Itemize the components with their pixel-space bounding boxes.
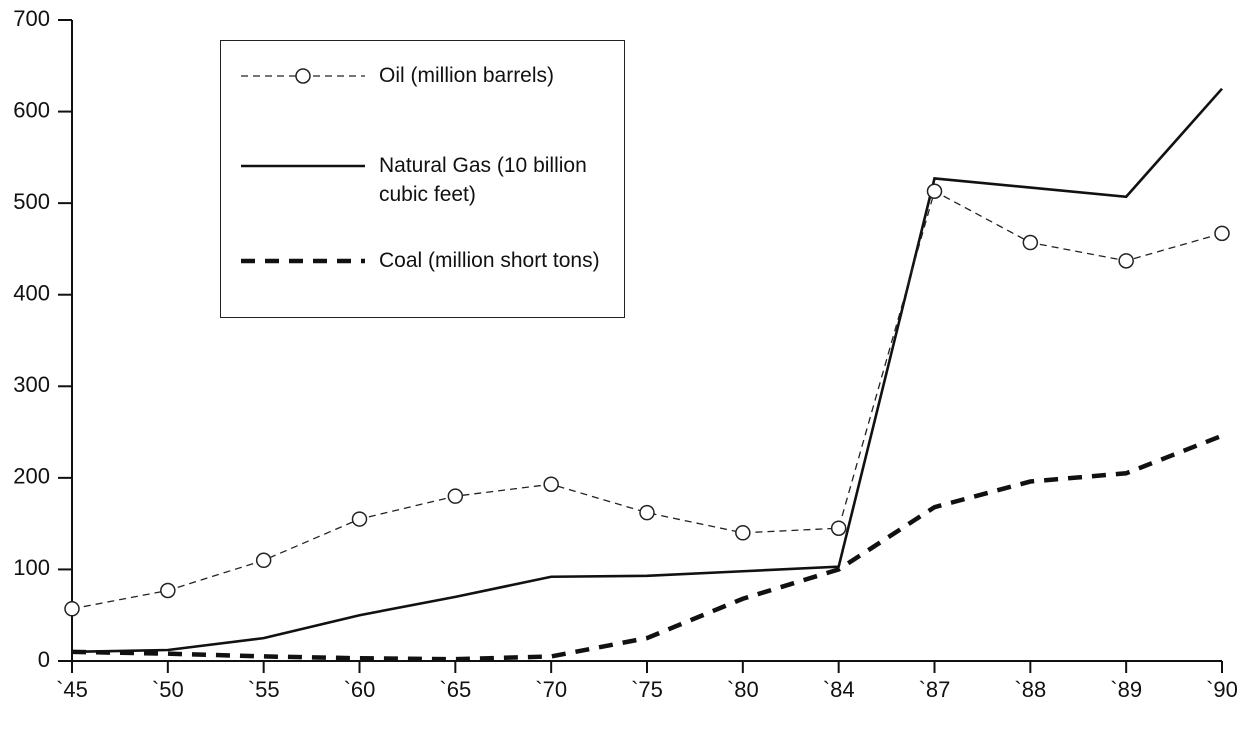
legend-label: Natural Gas (10 billion cubic feet) (379, 154, 587, 206)
y-tick-label: 200 (13, 464, 50, 489)
y-tick-label: 100 (13, 555, 50, 580)
x-tick-label: `65 (439, 677, 471, 702)
y-tick-label: 700 (13, 6, 50, 31)
x-tick-label: `87 (919, 677, 951, 702)
x-tick-label: `84 (823, 677, 855, 702)
legend-swatch (241, 164, 365, 168)
y-tick-label: 400 (13, 281, 50, 306)
y-tick-label: 500 (13, 189, 50, 214)
point-marker (1118, 253, 1134, 269)
x-tick-label: `80 (727, 677, 759, 702)
point-marker (926, 183, 943, 199)
point-marker (830, 520, 847, 536)
y-tick-label: 300 (13, 372, 50, 397)
point-marker (639, 504, 655, 521)
point-marker (447, 488, 464, 504)
point-marker (1214, 225, 1230, 242)
legend-swatch (241, 258, 365, 264)
x-tick-label: `70 (535, 677, 567, 702)
y-tick-label: 600 (13, 97, 50, 122)
x-tick-label: `89 (1110, 677, 1142, 702)
x-tick-label: `60 (344, 677, 376, 702)
legend: Oil (million barrels) Natural Gas (10 bil… (220, 40, 625, 318)
x-tick-label: `88 (1014, 677, 1046, 702)
y-tick-label: 0 (38, 647, 50, 672)
point-marker (1022, 234, 1039, 251)
legend-swatch (241, 68, 365, 84)
point-marker (160, 582, 176, 599)
legend-label: Oil (million barrels) (379, 64, 555, 87)
point-marker (64, 601, 80, 617)
point-marker (351, 511, 368, 527)
point-marker (255, 552, 272, 569)
point-marker (735, 525, 751, 541)
series-line (71, 87, 1223, 654)
x-tick-label: `50 (152, 677, 184, 702)
x-tick-label: `55 (248, 677, 280, 702)
x-tick-label: `90 (1206, 677, 1238, 702)
series-line (71, 433, 1223, 662)
point-marker (543, 476, 559, 493)
x-tick-label: `45 (56, 677, 88, 702)
legend-label: Coal (million short tons) (379, 249, 600, 272)
x-tick-label: `75 (631, 677, 663, 702)
legend-marker (295, 68, 311, 84)
